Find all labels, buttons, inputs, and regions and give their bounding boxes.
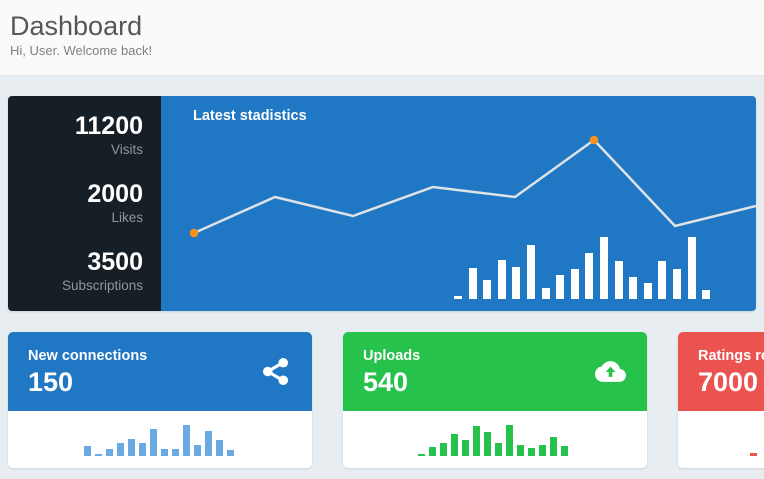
share-icon [262, 357, 289, 386]
card-ratings-received-header: Ratings received 7000 [678, 332, 764, 411]
card-new-connections-title: New connections [28, 348, 148, 364]
card-ratings-received-chart [678, 411, 764, 468]
card-uploads-title: Uploads [363, 348, 421, 364]
stats-summary: 11200 Visits 2000 Likes 3500 Subscriptio… [8, 96, 161, 311]
card-uploads[interactable]: Uploads 540 [343, 332, 647, 468]
page-title: Dashboard [10, 11, 143, 41]
stat-likes: 2000 Likes [8, 180, 143, 226]
card-new-connections-value: 150 [28, 367, 74, 397]
card-ratings-received[interactable]: Ratings received 7000 [678, 332, 764, 468]
chart-title: Latest stadistics [193, 108, 307, 124]
card-new-connections-chart [8, 411, 312, 468]
page-header: Dashboard Hi, User. Welcome back! [0, 0, 764, 76]
stat-likes-value: 2000 [87, 180, 143, 208]
stat-subscriptions: 3500 Subscriptions [8, 248, 143, 294]
stat-subscriptions-value: 3500 [87, 248, 143, 276]
stat-visits-label: Visits [110, 142, 143, 157]
line-chart [189, 135, 756, 238]
card-uploads-chart [343, 411, 647, 468]
stats-panel: 11200 Visits 2000 Likes 3500 Subscriptio… [8, 96, 756, 311]
card-new-connections-header: New connections 150 [8, 332, 312, 411]
cloud-upload-icon [595, 361, 626, 382]
latest-statistics-chart: Latest stadistics [161, 96, 756, 311]
stat-visits: 11200 Visits [8, 112, 143, 158]
stat-subscriptions-label: Subscriptions [61, 278, 143, 293]
card-new-connections[interactable]: New connections 150 [8, 332, 312, 468]
card-uploads-value: 540 [363, 367, 409, 397]
stat-visits-value: 11200 [74, 112, 143, 140]
card-ratings-received-value: 7000 [698, 367, 759, 397]
card-uploads-header: Uploads 540 [343, 332, 647, 411]
card-ratings-received-title: Ratings received [698, 348, 764, 364]
stat-likes-label: Likes [111, 210, 143, 225]
cards-row: New connections 150 Uploads 540 Ratings … [0, 332, 764, 468]
page-subtitle: Hi, User. Welcome back! [10, 43, 153, 58]
